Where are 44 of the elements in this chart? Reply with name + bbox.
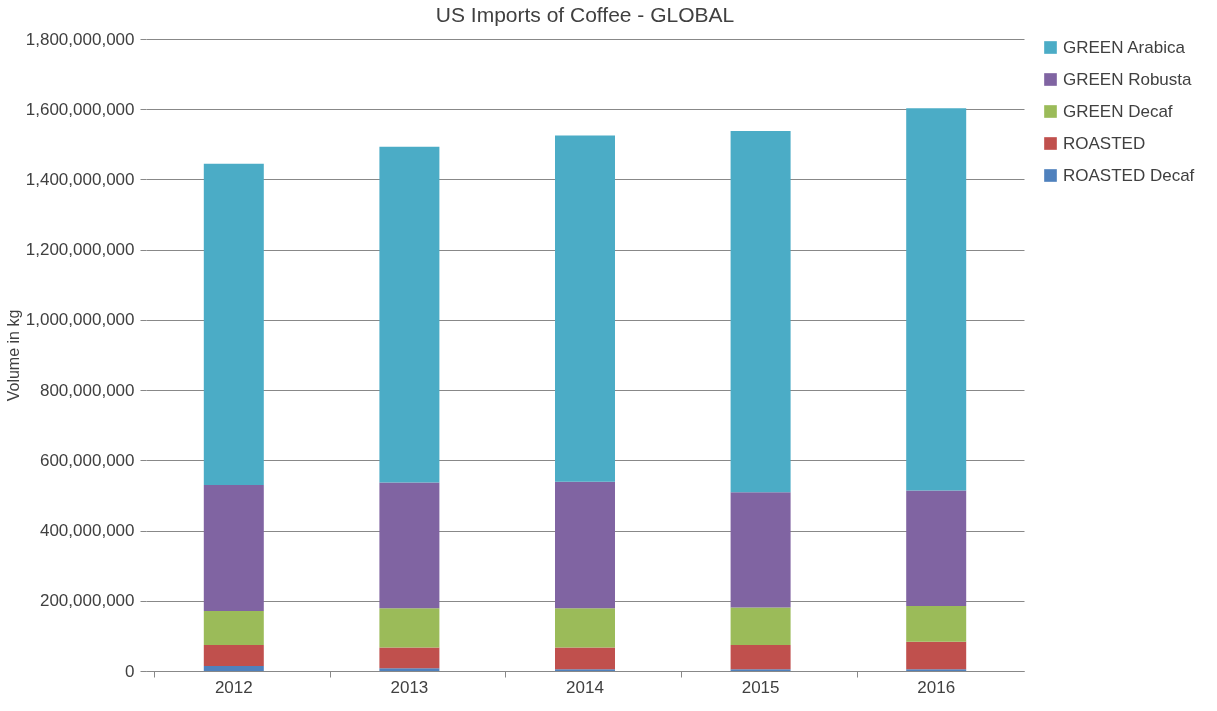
legend-label: GREEN Robusta: [1063, 69, 1193, 89]
bar: [203, 666, 264, 671]
bar: [906, 606, 967, 642]
legend-label: ROASTED Decaf: [1063, 165, 1195, 185]
bar: [203, 163, 264, 485]
x-tick-label: 2016: [917, 677, 956, 697]
bar: [203, 484, 264, 611]
y-tick-label: 800,000,000: [39, 380, 135, 400]
legend-label: ROASTED: [1063, 133, 1146, 153]
bar: [555, 481, 615, 609]
bar: [730, 607, 791, 646]
bar: [906, 641, 967, 670]
y-tick-label: 200,000,000: [39, 591, 135, 611]
bar: [730, 130, 791, 493]
bar: [203, 645, 264, 667]
y-tick-label: 1,600,000,000: [25, 99, 135, 119]
x-tick-label: 2012: [214, 677, 253, 697]
bar: [906, 490, 967, 607]
x-tick-label: 2015: [741, 677, 780, 697]
bar: [379, 482, 440, 609]
legend-label: GREEN Decaf: [1063, 101, 1173, 121]
bar: [906, 108, 967, 491]
y-tick-label: 1,800,000,000: [25, 29, 135, 49]
y-tick-label: 400,000,000: [39, 521, 135, 541]
y-axis-title: Volume in kg: [4, 309, 22, 402]
bar: [555, 647, 615, 670]
y-tick-label: 0: [125, 661, 135, 681]
bar: [379, 668, 440, 671]
bar: [730, 645, 791, 670]
bar: [379, 608, 440, 648]
bar: [379, 647, 440, 669]
bar: [555, 135, 615, 482]
y-tick-label: 1,000,000,000: [25, 310, 135, 330]
x-tick-label: 2014: [566, 677, 604, 697]
bar: [555, 608, 615, 648]
x-tick-label: 2013: [390, 677, 429, 697]
bar: [203, 610, 264, 646]
y-tick-label: 1,200,000,000: [25, 240, 135, 260]
y-tick-label: 600,000,000: [39, 450, 135, 470]
bar: [379, 146, 440, 483]
bar: [730, 492, 791, 608]
y-tick-label: 1,400,000,000: [25, 169, 135, 189]
chart-title: US Imports of Coffee - GLOBAL: [435, 3, 735, 26]
legend-label: GREEN Arabica: [1063, 37, 1186, 57]
